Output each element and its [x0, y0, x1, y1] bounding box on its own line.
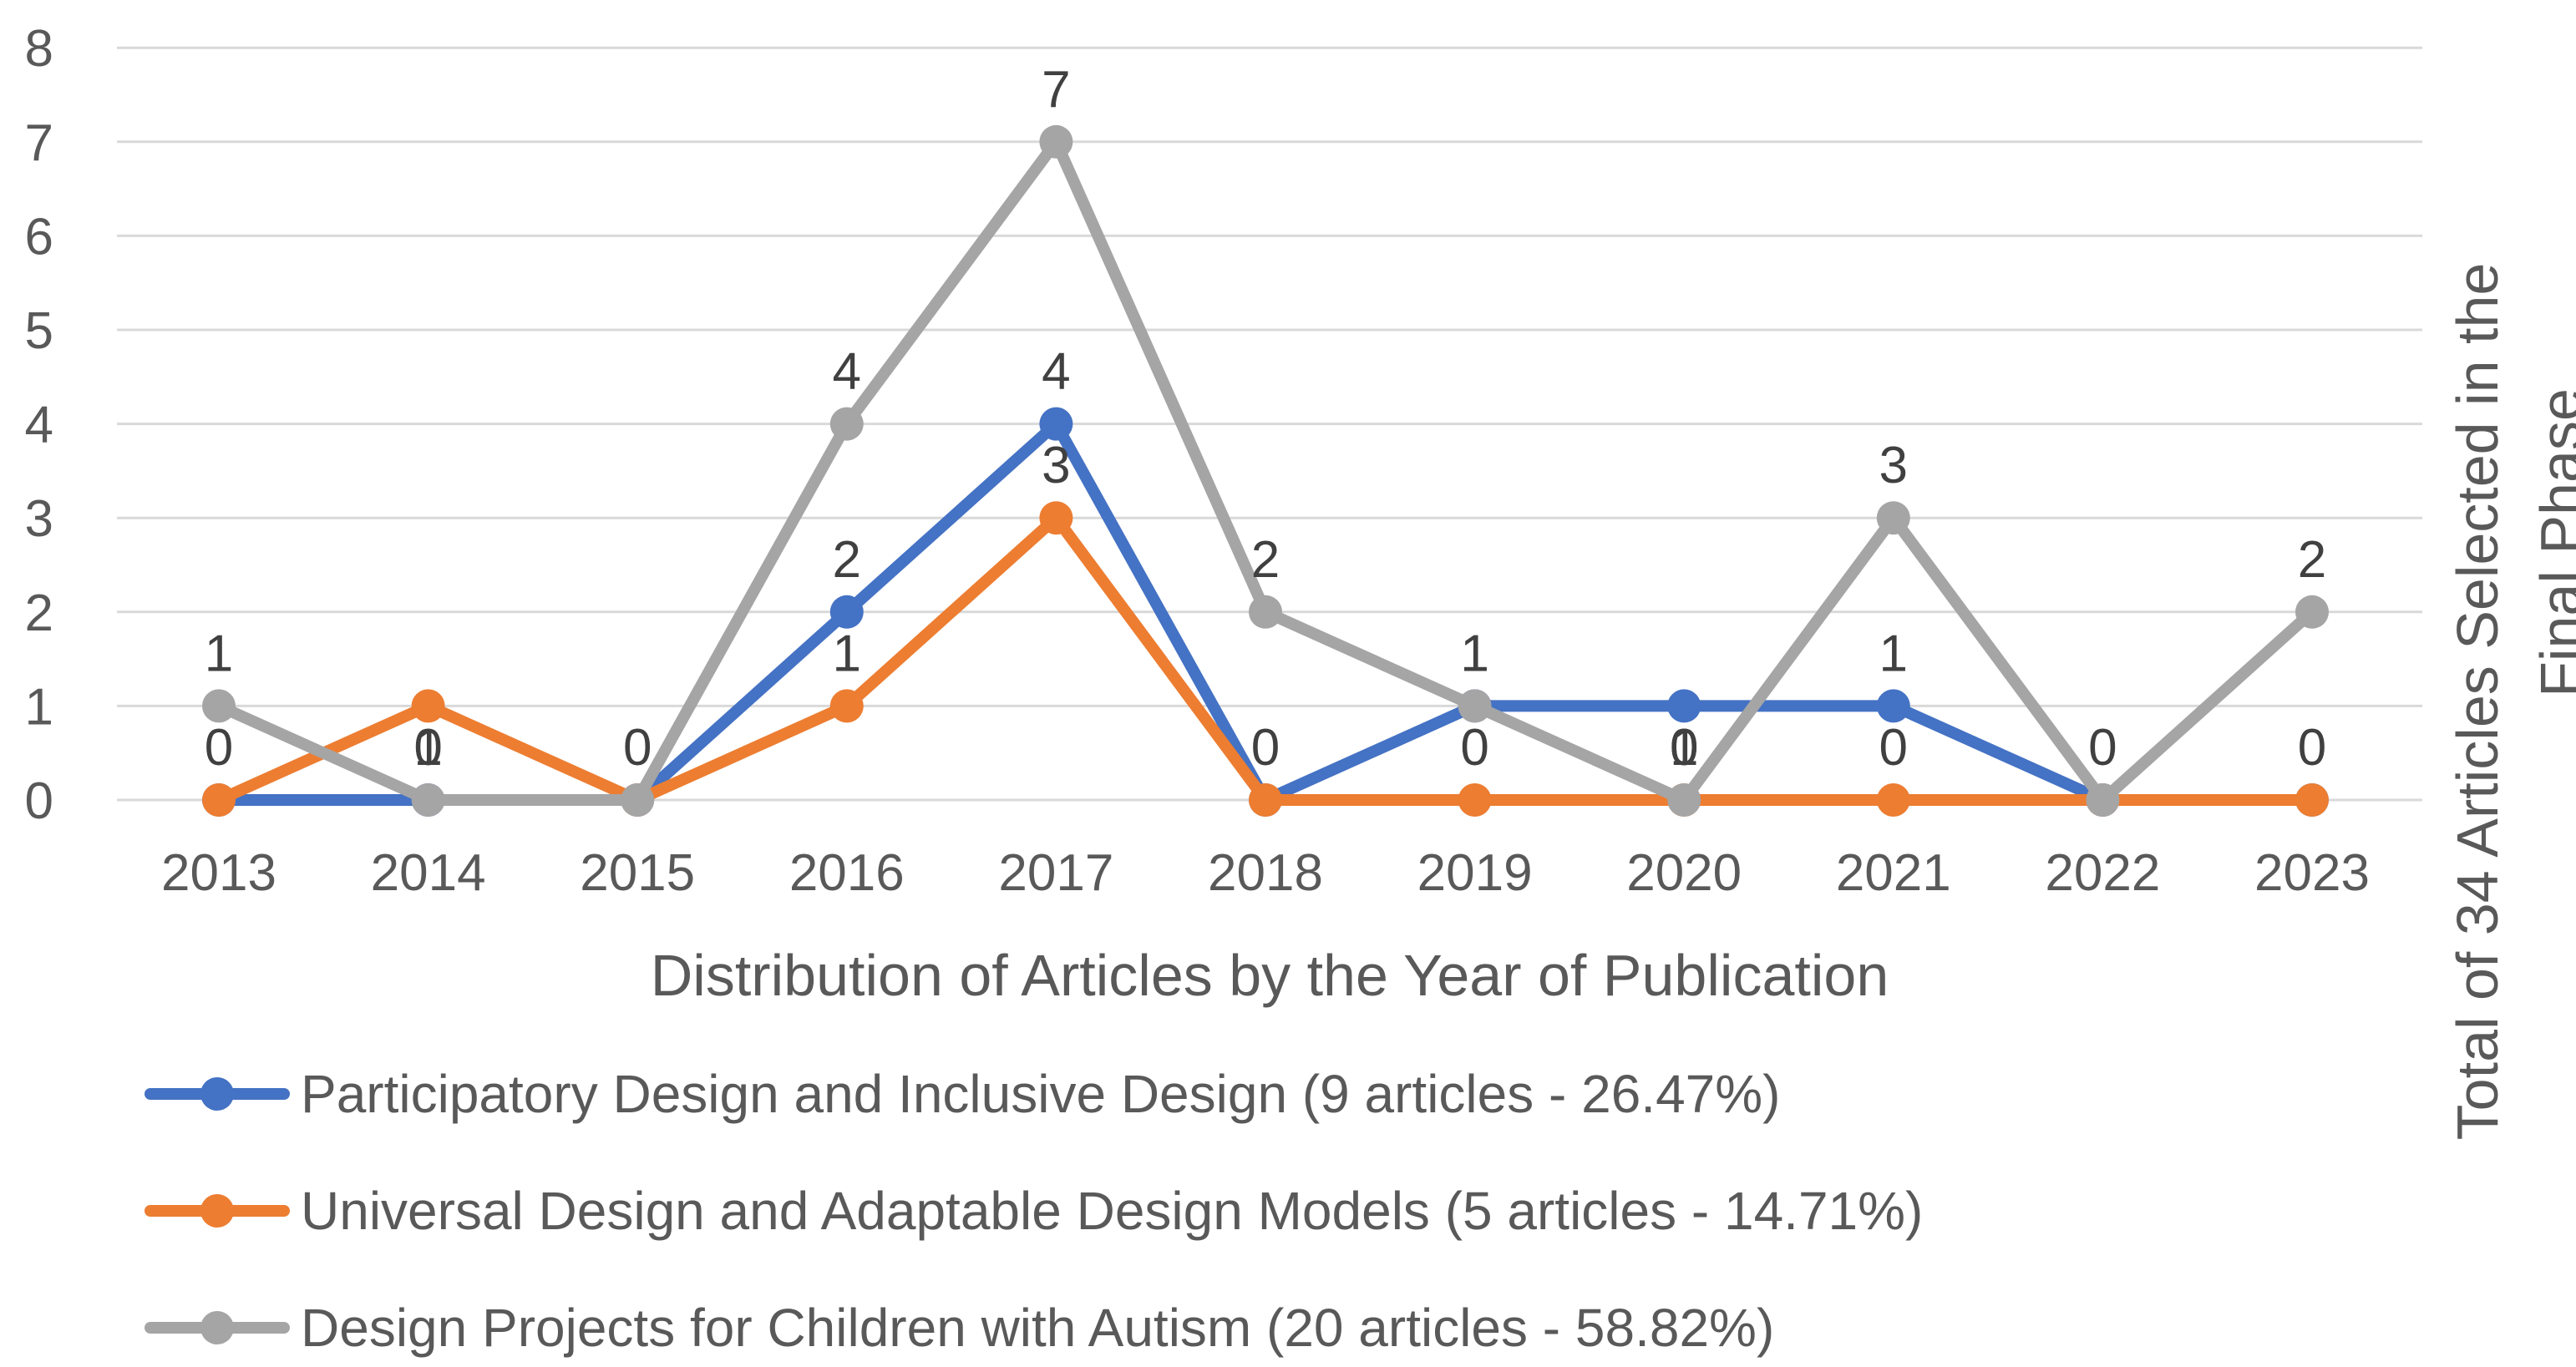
x-tick-label: 2021 — [1836, 844, 1951, 902]
y-tick-label: 6 — [25, 208, 53, 266]
data-point — [411, 783, 445, 817]
data-point — [1039, 407, 1073, 441]
data-point — [2086, 783, 2120, 817]
data-label: 1 — [1670, 719, 1698, 777]
x-tick-label: 2023 — [2254, 844, 2370, 902]
legend-swatch-marker — [200, 1311, 234, 1344]
data-point — [1876, 783, 1910, 817]
data-label: 0 — [1879, 719, 1908, 777]
y-tick-label: 8 — [25, 20, 53, 78]
data-point — [621, 783, 655, 817]
series-line — [213, 135, 2318, 806]
data-label: 2 — [1251, 531, 1280, 589]
data-point — [1039, 124, 1073, 159]
x-tick-label: 2020 — [1626, 844, 1742, 902]
data-label: 1 — [413, 719, 442, 777]
y-tick-label: 7 — [25, 114, 53, 172]
legend-swatch-marker — [200, 1077, 234, 1111]
y-tick-label: 5 — [25, 302, 53, 360]
data-point — [2295, 783, 2329, 817]
data-point — [2295, 595, 2329, 629]
data-point — [1667, 689, 1701, 723]
data-label: 3 — [1042, 437, 1070, 494]
y-tick-label: 2 — [25, 585, 53, 642]
data-label: 0 — [1460, 719, 1488, 777]
data-label: 0 — [1670, 719, 1698, 777]
data-label: 0 — [205, 719, 233, 777]
x-tick-label: 2019 — [1417, 844, 1533, 902]
legend-swatch-marker — [200, 1194, 234, 1228]
data-label: 0 — [1670, 719, 1698, 777]
data-label: 1 — [833, 625, 861, 682]
data-point — [829, 595, 864, 629]
legend-label: Participatory Design and Inclusive Desig… — [301, 1064, 1780, 1124]
x-axis-title: Distribution of Articles by the Year of … — [651, 943, 1889, 1008]
data-point — [202, 689, 236, 723]
data-label: 2 — [2298, 531, 2326, 589]
x-tick-label: 2016 — [789, 844, 905, 902]
data-point — [1876, 689, 1910, 723]
data-label: 7 — [1042, 61, 1070, 119]
data-point — [1667, 783, 1701, 817]
data-point — [1249, 783, 1282, 817]
data-label: 0 — [623, 719, 652, 777]
data-point — [411, 689, 445, 723]
x-tick-label: 2014 — [371, 844, 486, 902]
data-label: 3 — [1879, 437, 1908, 494]
x-tick-label: 2018 — [1208, 844, 1323, 902]
data-point — [829, 407, 864, 441]
data-point — [202, 783, 236, 817]
y-axis-title: Total of 34 Articles Selected in the — [2445, 263, 2510, 1141]
data-label: 2 — [833, 531, 861, 589]
y-tick-label: 1 — [25, 678, 53, 736]
data-point — [1876, 501, 1910, 535]
data-point — [1249, 595, 1282, 629]
legend-label: Universal Design and Adaptable Design Mo… — [301, 1181, 1923, 1241]
x-tick-label: 2017 — [998, 844, 1113, 902]
data-label: 1 — [1460, 625, 1488, 682]
x-tick-label: 2013 — [161, 844, 276, 902]
y-tick-label: 3 — [25, 490, 53, 548]
data-point — [1458, 689, 1492, 723]
y-tick-label: 4 — [25, 397, 53, 454]
y-axis-title-line2: Final Phase — [2528, 388, 2576, 697]
data-label: 0 — [2298, 719, 2326, 777]
data-label: 0 — [1251, 719, 1280, 777]
x-tick-label: 2015 — [580, 844, 695, 902]
y-tick-label: 0 — [25, 772, 53, 830]
data-label: 0 — [413, 719, 442, 777]
data-point — [829, 689, 864, 723]
data-label: 1 — [1879, 625, 1908, 682]
data-label: 1 — [1460, 625, 1488, 682]
data-label: 4 — [1042, 343, 1070, 401]
data-point — [1458, 783, 1492, 817]
data-point — [1039, 501, 1073, 535]
legend-label: Design Projects for Children with Autism… — [301, 1298, 1774, 1358]
x-tick-label: 2022 — [2045, 844, 2160, 902]
data-label: 4 — [833, 343, 861, 401]
data-label: 0 — [2088, 719, 2117, 777]
data-label: 1 — [205, 625, 233, 682]
